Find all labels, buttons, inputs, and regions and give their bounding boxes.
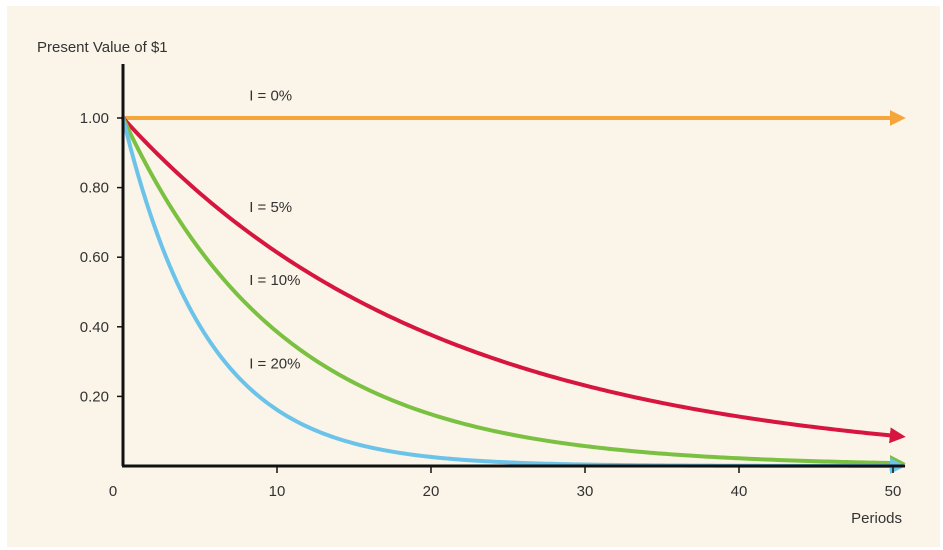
x-tick-label: 30 [577,483,594,500]
series-label-3: I = 10% [249,272,300,289]
y-tick-label: 0.40 [80,319,109,336]
series-layer [121,110,906,474]
origin-tick-label: 0 [109,483,117,500]
series-label-1: I = 0% [249,88,292,105]
y-tick-label: 0.60 [80,249,109,266]
series-label-4: I = 20% [249,356,300,373]
x-tick-label: 40 [731,483,748,500]
y-tick-label: 1.00 [80,110,109,127]
series-line-3 [121,116,906,471]
series-line-2 [121,116,906,444]
chart: Present Value of $1 Periods 0 10 20 30 40 50… [7,6,940,547]
series-label-2: I = 5% [249,199,292,216]
axes-layer [121,64,905,468]
y-tick-label: 0.20 [80,388,109,405]
series-line-4 [121,116,906,474]
ticks-layer: 10 20 30 40 50 0.20 0.40 0.60 0.80 1.00 [80,110,902,500]
series-labels-layer: I = 0% I = 5% I = 10% I = 20% [249,88,300,373]
x-axis-label: Periods [851,510,902,527]
x-tick-label: 50 [885,483,902,500]
plot-area: Present Value of $1 Periods 0 10 20 30 40 50… [37,39,906,527]
x-tick-label: 20 [423,483,440,500]
x-tick-label: 10 [269,483,286,500]
y-axis-label: Present Value of $1 [37,39,168,56]
y-tick-label: 0.80 [80,180,109,197]
